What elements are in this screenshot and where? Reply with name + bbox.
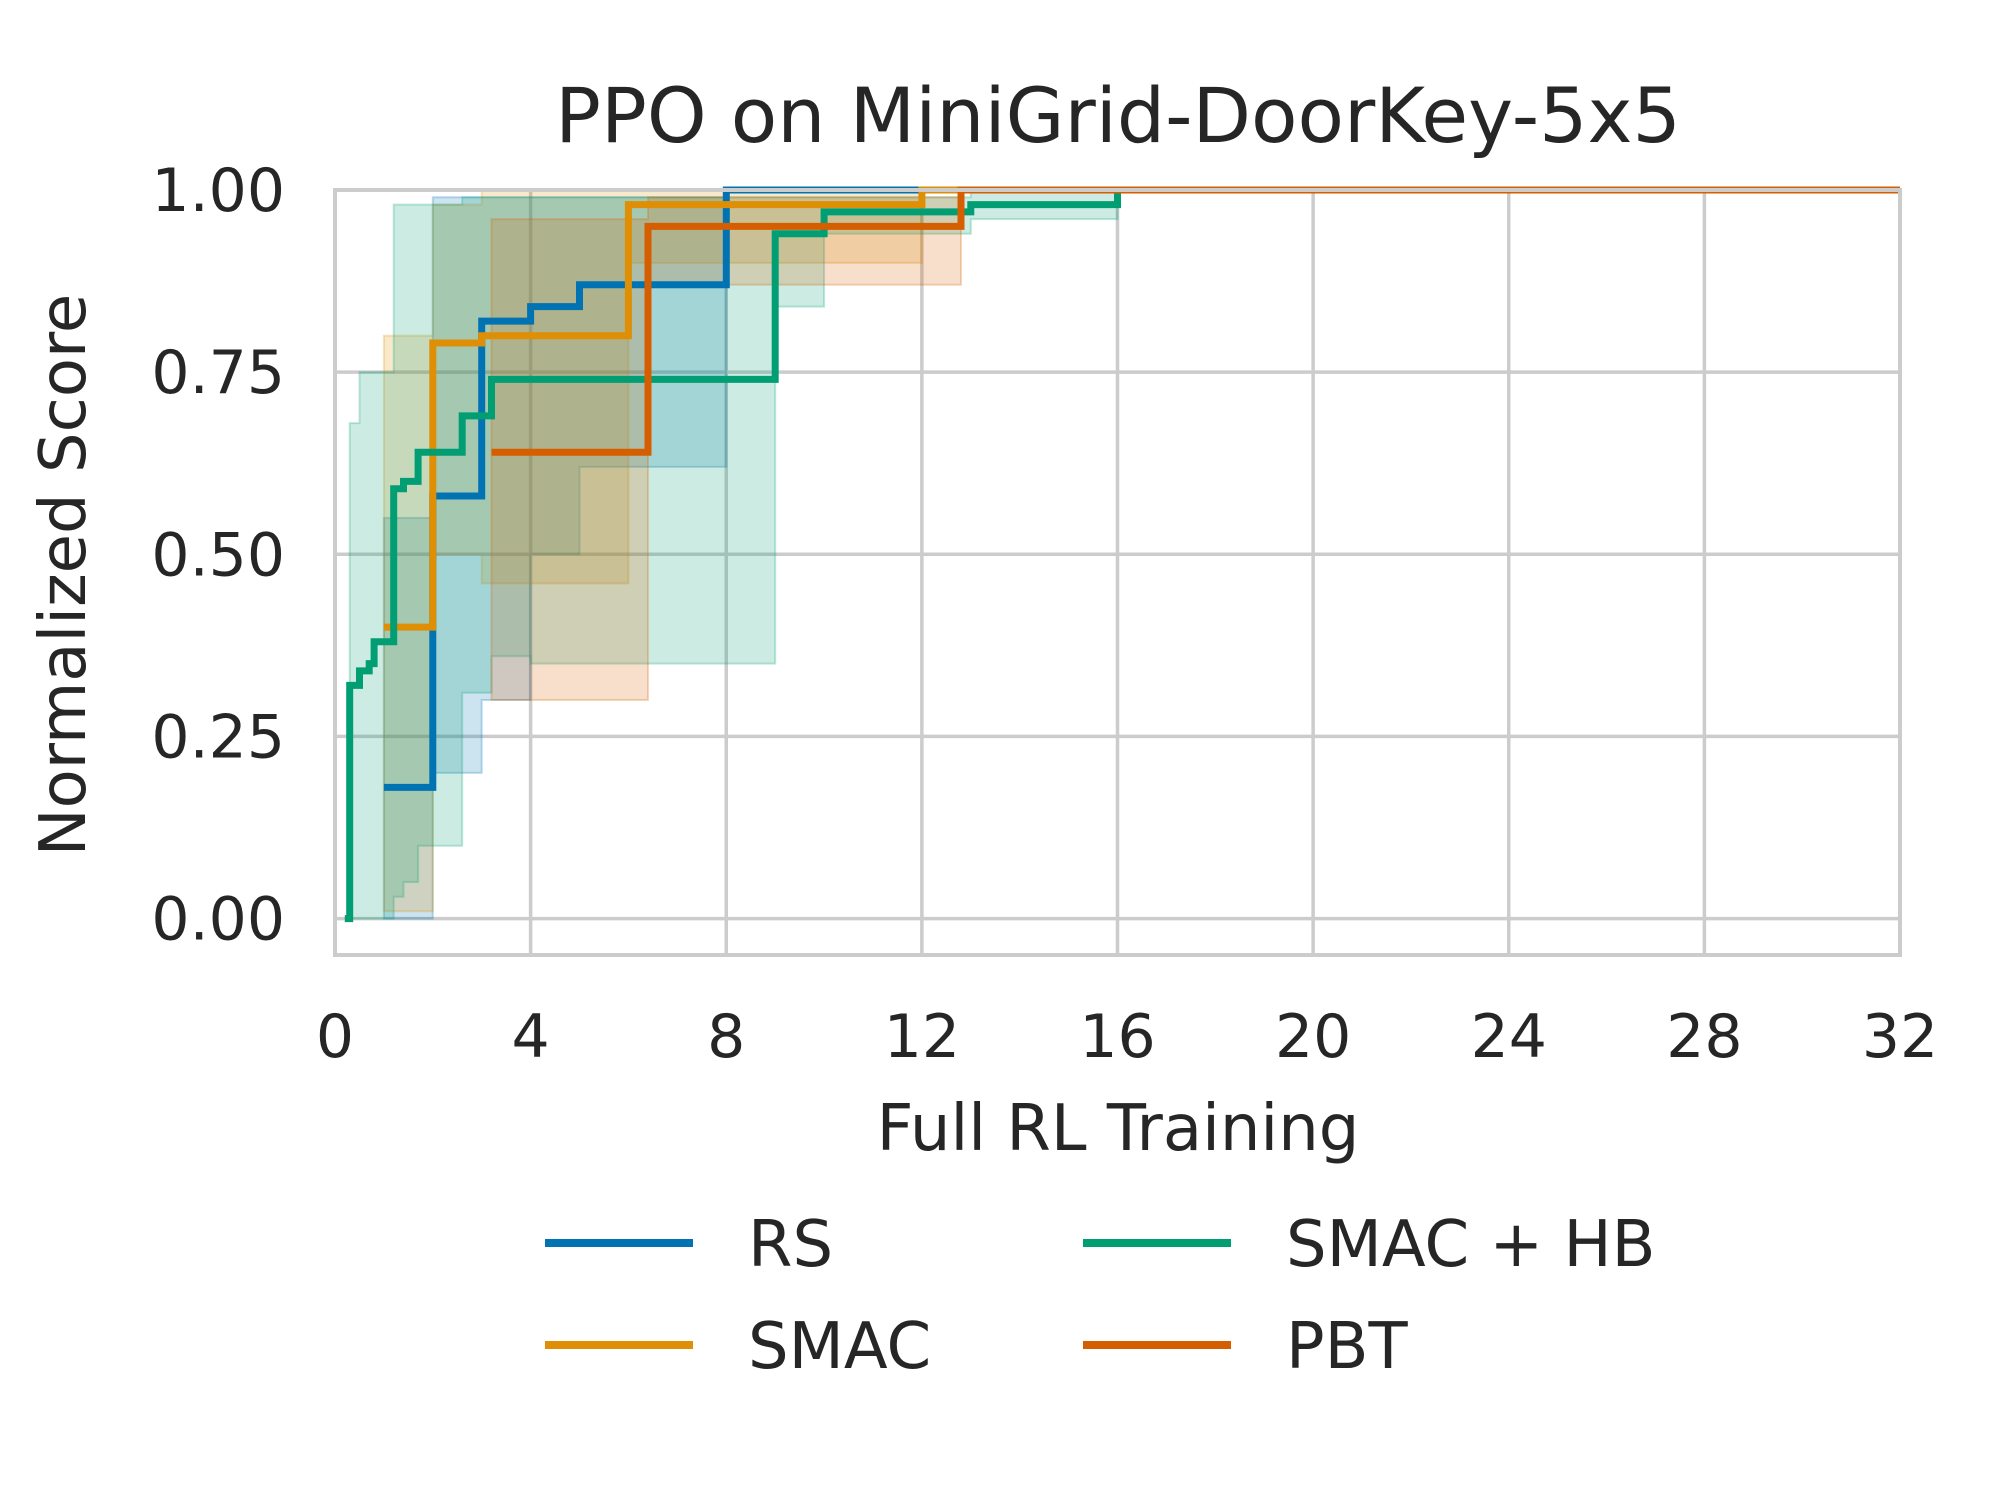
legend-item-1: SMAC bbox=[545, 1310, 931, 1384]
x-tick-label: 28 bbox=[1666, 1002, 1742, 1072]
series-band-2 bbox=[344, 189, 1900, 920]
legend-label: SMAC bbox=[748, 1310, 931, 1384]
chart-title: PPO on MiniGrid-DoorKey-5x5 bbox=[555, 71, 1681, 160]
series-band-0 bbox=[382, 189, 1900, 920]
y-tick-label: 0.25 bbox=[151, 702, 285, 772]
y-axis-label: Normalized Score bbox=[27, 294, 101, 857]
x-tick-label: 20 bbox=[1275, 1002, 1351, 1072]
x-tick-label: 24 bbox=[1471, 1002, 1547, 1072]
y-tick-labels: 0.00 0.25 0.50 0.75 1.00 bbox=[151, 156, 285, 955]
x-tick-label: 16 bbox=[1079, 1002, 1155, 1072]
plot-frame bbox=[333, 188, 1902, 957]
y-tick-label: 0.00 bbox=[151, 885, 285, 955]
x-tick-label: 12 bbox=[884, 1002, 960, 1072]
legend: RS SMAC SMAC + HB PBT bbox=[545, 1208, 1656, 1384]
legend-item-2: SMAC + HB bbox=[1083, 1208, 1656, 1282]
legend-label: PBT bbox=[1286, 1310, 1409, 1384]
x-tick-label: 32 bbox=[1862, 1002, 1938, 1072]
legend-item-3: PBT bbox=[1083, 1310, 1409, 1384]
x-tick-label: 4 bbox=[512, 1002, 550, 1072]
legend-label: SMAC + HB bbox=[1286, 1208, 1656, 1282]
x-tick-label: 0 bbox=[316, 1002, 354, 1072]
series-line-1 bbox=[383, 186, 1900, 631]
y-tick-label: 0.75 bbox=[151, 338, 285, 408]
legend-item-0: RS bbox=[545, 1208, 833, 1282]
x-axis-label: Full RL Training bbox=[877, 1092, 1360, 1166]
y-tick-label: 1.00 bbox=[151, 156, 285, 226]
legend-label: RS bbox=[748, 1208, 833, 1282]
y-tick-label: 0.50 bbox=[151, 520, 285, 590]
x-tick-label: 8 bbox=[707, 1002, 745, 1072]
x-tick-labels: 0 4 8 12 16 20 24 28 32 bbox=[316, 1002, 1938, 1072]
series-line-2 bbox=[344, 186, 1900, 923]
